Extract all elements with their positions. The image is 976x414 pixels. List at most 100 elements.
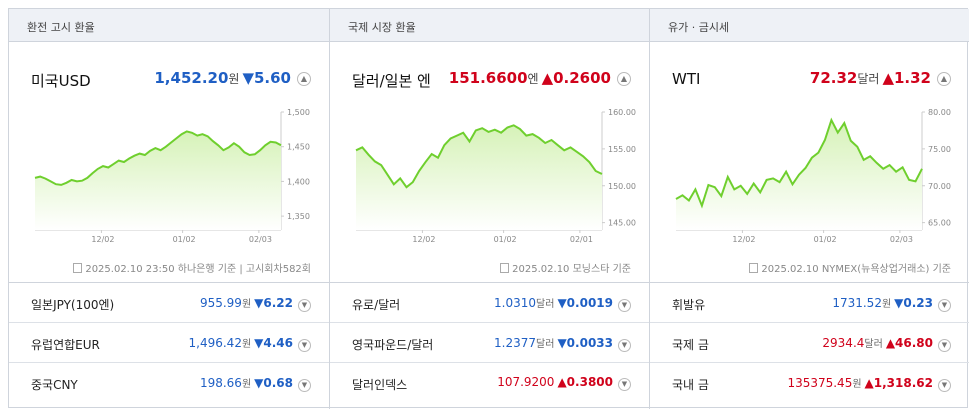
footer-source: 모닝스타 기준: [572, 264, 631, 275]
main-quote[interactable]: 달러/일본 엔 151.6600엔 ▲0.2600 ▲ 160.00 155.00 15…: [330, 42, 649, 283]
quote-footer: 2025.02.10 모닝스타 기준: [500, 260, 631, 275]
item-change: ▼0.0033: [557, 336, 613, 350]
item-name: 유럽연합EUR: [31, 338, 100, 352]
column-exchange: 환전 고시 환율 미국USD 1,452.20원 ▼5.60 ▲ 1,500 1,45…: [9, 9, 329, 409]
list-item[interactable]: 유럽연합EUR 1,496.42원 ▼4.46 ▼: [9, 323, 329, 363]
chevron-down-icon[interactable]: ▼: [618, 299, 631, 312]
chevron-up-icon[interactable]: ▲: [297, 72, 311, 86]
chevron-down-icon[interactable]: ▼: [298, 299, 311, 312]
exchange-rate-widget: 환전 고시 환율 미국USD 1,452.20원 ▼5.60 ▲ 1,500 1,45…: [8, 8, 969, 409]
document-icon: [73, 263, 83, 273]
y-tick-label: 75.00: [928, 145, 951, 154]
document-icon: [749, 263, 759, 273]
item-unit: 달러: [536, 299, 555, 310]
chevron-up-icon[interactable]: ▲: [617, 72, 631, 86]
item-unit: 원: [241, 339, 252, 350]
item-value: 198.66: [199, 376, 242, 390]
y-tick-label: 145.00: [608, 219, 636, 228]
x-tick-label: 02/01: [570, 235, 593, 244]
main-quote-value: 72.32: [809, 69, 858, 87]
x-tick-label: 01/02: [173, 235, 196, 244]
y-tick-label: 160.00: [608, 108, 636, 117]
rate-chart: 80.00 75.00 70.00 65.00 12/02 01/02 02/03: [675, 108, 951, 244]
item-change: ▲46.80: [885, 336, 933, 350]
main-quote-unit: 달러: [857, 72, 880, 86]
y-tick-label: 1,400: [287, 177, 310, 186]
item-name: 달러인덱스: [352, 378, 408, 392]
chevron-down-icon[interactable]: ▼: [298, 379, 311, 392]
item-unit: 달러: [536, 339, 555, 350]
item-value: 1.0310: [494, 296, 537, 310]
x-tick-label: 01/02: [494, 235, 517, 244]
rate-chart: 160.00 155.00 150.00 145.00 12/02 01/02 02/01: [355, 108, 636, 244]
item-change: ▼0.68: [254, 376, 293, 390]
item-change: ▼0.23: [894, 296, 933, 310]
list-item[interactable]: 국내 금 135375.45원 ▲1,318.62 ▼: [650, 363, 969, 403]
item-change: ▲1,318.62: [864, 376, 933, 390]
series-area: [35, 131, 281, 230]
main-quote-value: 1,452.20: [154, 69, 229, 87]
item-value: 1.2377: [494, 336, 537, 350]
document-icon: [500, 263, 510, 273]
item-name: 유로/달러: [352, 298, 401, 312]
chevron-down-icon[interactable]: ▼: [938, 379, 951, 392]
main-quote-value: 151.6600: [448, 69, 528, 87]
item-unit: 원: [241, 299, 252, 310]
list-item[interactable]: 휘발유 1731.52원 ▼0.23 ▼: [650, 283, 969, 323]
list-item[interactable]: 유로/달러 1.0310달러 ▼0.0019 ▼: [330, 283, 649, 323]
y-tick-label: 155.00: [608, 145, 636, 154]
list-item[interactable]: 달러인덱스 107.9200 ▲0.3800 ▼: [330, 363, 649, 403]
item-value: 2934.4: [822, 336, 865, 350]
list-item[interactable]: 일본JPY(100엔) 955.99원 ▼6.22 ▼: [9, 283, 329, 323]
x-tick-label: 12/02: [91, 235, 114, 244]
item-unit: 달러: [864, 339, 883, 350]
main-quote-name: 달러/일본 엔: [352, 72, 431, 90]
chevron-down-icon[interactable]: ▼: [298, 339, 311, 352]
item-value: 1,496.42: [188, 336, 242, 350]
list-item[interactable]: 중국CNY 198.66원 ▼0.68 ▼: [9, 363, 329, 403]
item-name: 영국파운드/달러: [352, 338, 434, 352]
x-tick-label: 02/03: [249, 235, 272, 244]
list-item[interactable]: 영국파운드/달러 1.2377달러 ▼0.0033 ▼: [330, 323, 649, 363]
chevron-up-icon[interactable]: ▲: [937, 72, 951, 86]
item-change: ▼4.46: [254, 336, 293, 350]
item-unit: 원: [881, 299, 892, 310]
item-name: 일본JPY(100엔): [31, 298, 115, 312]
list-item[interactable]: 국제 금 2934.4달러 ▲46.80 ▼: [650, 323, 969, 363]
chevron-down-icon[interactable]: ▼: [938, 299, 951, 312]
item-name: 휘발유: [672, 298, 706, 312]
column-header: 환전 고시 환율: [9, 9, 329, 42]
main-quote-change: ▼5.60: [242, 69, 291, 87]
y-tick-label: 1,450: [287, 143, 310, 152]
y-tick-label: 80.00: [928, 108, 951, 117]
y-tick-label: 1,350: [287, 212, 310, 221]
series-line: [355, 124, 603, 189]
y-tick-label: 150.00: [608, 182, 636, 191]
item-value: 955.99: [199, 296, 242, 310]
y-tick-label: 70.00: [928, 182, 951, 191]
main-quote-unit: 엔: [527, 72, 539, 86]
footer-source: 하나은행 기준: [177, 264, 237, 275]
item-value: 1731.52: [832, 296, 882, 310]
item-name: 중국CNY: [31, 378, 78, 392]
item-value: 135375.45: [787, 376, 853, 390]
item-name: 국제 금: [672, 338, 709, 352]
quote-footer: 2025.02.10 NYMEX(뉴욕상업거래소) 기준: [749, 260, 951, 275]
main-quote[interactable]: 미국USD 1,452.20원 ▼5.60 ▲ 1,500 1,450 1,400 1,3…: [9, 42, 329, 283]
item-change: ▼0.0019: [557, 296, 613, 310]
footer-date: 2025.02.10: [761, 264, 819, 275]
main-quote-unit: 원: [228, 72, 240, 86]
item-unit: 원: [241, 379, 252, 390]
quote-footer: 2025.02.10 23:50 하나은행 기준 | 고시회차582회: [73, 260, 311, 275]
series-area: [356, 125, 602, 230]
chevron-down-icon[interactable]: ▼: [938, 339, 951, 352]
chevron-down-icon[interactable]: ▼: [618, 339, 631, 352]
y-tick-label: 1,500: [287, 108, 310, 117]
x-tick-label: 01/02: [814, 235, 837, 244]
chevron-down-icon[interactable]: ▼: [618, 378, 631, 391]
series-line: [34, 130, 282, 186]
column-international: 국제 시장 환율 달러/일본 엔 151.6600엔 ▲0.2600 ▲ 160.0…: [329, 9, 649, 409]
footer-source: NYMEX(뉴욕상업거래소) 기준: [821, 264, 951, 275]
item-unit: 원: [852, 379, 862, 390]
main-quote[interactable]: WTI 72.32달러 ▲1.32 ▲ 80.00 75.00 70.00 65.00 12…: [650, 42, 969, 283]
